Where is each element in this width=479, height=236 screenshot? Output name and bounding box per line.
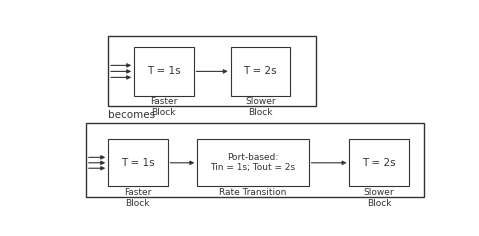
Bar [108,37,316,105]
Text: Port-based:
Tin = 1s; Tout = 2s: Port-based: Tin = 1s; Tout = 2s [210,153,296,173]
Bar [231,47,290,96]
Bar [86,123,423,197]
Text: Slower
Block: Slower Block [245,97,275,117]
Bar [108,139,168,186]
Bar [197,139,308,186]
Text: Slower
Block: Slower Block [364,188,394,208]
Text: Faster
Block: Faster Block [124,188,151,208]
Bar [134,47,194,96]
Text: becomes: becomes [108,110,155,120]
Text: Faster
Block: Faster Block [150,97,178,117]
Text: Rate Transition: Rate Transition [219,188,286,197]
Text: T = 2s: T = 2s [362,158,396,168]
Text: T = 2s: T = 2s [243,67,277,76]
Bar [350,139,409,186]
Text: T = 1s: T = 1s [121,158,155,168]
Text: T = 1s: T = 1s [147,67,181,76]
